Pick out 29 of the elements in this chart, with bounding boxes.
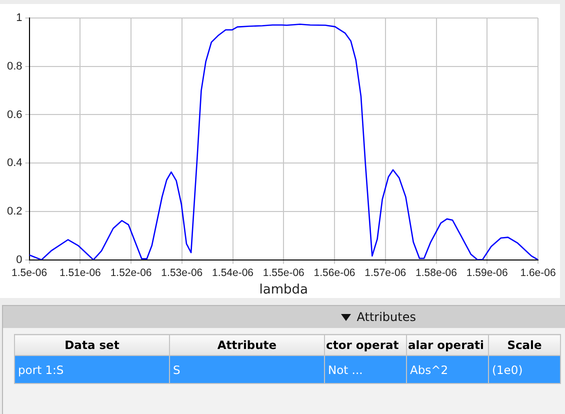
x-tick-label: 1.6e-06: [520, 266, 556, 279]
x-tick-label: 1.51e-06: [59, 266, 102, 279]
x-tick-label: 1.56e-06: [314, 266, 356, 279]
y-tick-label: 1: [16, 12, 22, 24]
text: Attribute: [170, 334, 324, 356]
x-tick-label: 1.57e-06: [364, 266, 406, 279]
text: Attributes: [356, 310, 416, 324]
y-tick-label: 0.6: [6, 108, 22, 121]
x-tick-label: 1.5e-06: [11, 266, 48, 279]
text: port 1:S: [14, 356, 170, 384]
text: Data set: [14, 334, 170, 356]
x-tick-label: 1.59e-06: [466, 266, 508, 279]
text: (1e0): [488, 356, 560, 384]
text: Not ...: [324, 356, 406, 384]
x-tick-label: 1.53e-06: [161, 266, 203, 279]
text: Scale: [488, 334, 560, 356]
x-tick-label: 1.55e-06: [262, 266, 305, 279]
y-tick-label: 0.4: [6, 157, 22, 170]
x-tick-label: 1.58e-06: [416, 266, 458, 279]
x-tick-label: 1.54e-06: [212, 266, 254, 279]
text: alar operati: [406, 334, 488, 356]
text: S: [170, 356, 324, 384]
x-axis-title: lambda: [259, 282, 308, 298]
y-tick-label: 0.8: [6, 60, 22, 72]
text: ctor operat: [324, 334, 406, 356]
y-tick-label: 0.2: [6, 205, 22, 218]
x-tick-label: 1.52e-06: [110, 266, 152, 279]
y-tick-label: 0: [16, 254, 22, 266]
text: Abs^2: [406, 356, 488, 384]
